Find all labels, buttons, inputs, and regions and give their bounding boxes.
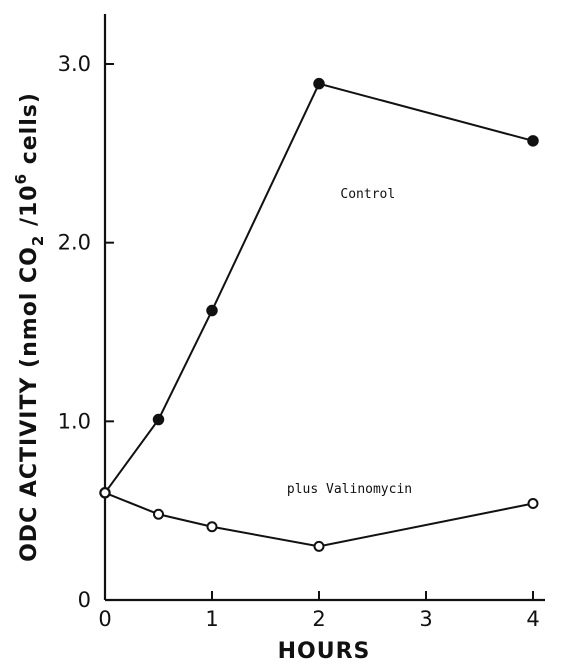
- data-point: [99, 487, 111, 499]
- y-axis-title: ODC ACTIVITY (nmol CO2 /106 cells): [12, 92, 47, 562]
- x-axis-title: HOURS: [278, 639, 371, 664]
- x-ticks: 0 1 2 3 4: [98, 591, 540, 631]
- x-tick-label: 2: [312, 607, 325, 631]
- x-tick-label: 0: [98, 607, 111, 631]
- data-point: [153, 508, 164, 520]
- series-line: [104, 82, 534, 494]
- axes: [103, 14, 545, 602]
- data-point: [313, 540, 325, 552]
- x-tick-label: 4: [526, 607, 539, 631]
- y-axis-title-per: /10: [17, 184, 42, 234]
- y-tick-label: 1.0: [58, 409, 91, 433]
- series-control: [99, 77, 539, 499]
- series-valinomycin: [99, 487, 539, 552]
- y-tick-label: 3.0: [58, 52, 91, 76]
- series-line: [104, 491, 534, 548]
- data-point: [206, 304, 218, 317]
- data-point: [313, 77, 325, 90]
- y-axis-title-main: ODC ACTIVITY (nmol CO: [17, 246, 42, 562]
- x-tick-label: 1: [205, 607, 218, 631]
- series-layer: [99, 77, 539, 552]
- x-tick-label: 3: [419, 607, 432, 631]
- y-ticks: 0 1.0 2.0 3.0: [58, 52, 114, 612]
- series-annotation: Control: [340, 187, 395, 202]
- y-axis-title-unit: cells): [17, 92, 42, 173]
- y-tick-label: 0: [78, 588, 91, 612]
- y-tick-label: 2.0: [58, 231, 91, 255]
- annotations: Control plus Valinomycin: [287, 187, 412, 497]
- data-point: [152, 413, 165, 426]
- data-point: [527, 135, 539, 147]
- series-annotation: plus Valinomycin: [287, 482, 412, 497]
- y-axis-title-subscript: 2: [29, 235, 47, 246]
- data-point: [527, 498, 539, 510]
- y-axis-title-superscript: 6: [12, 173, 30, 184]
- data-point: [206, 521, 218, 533]
